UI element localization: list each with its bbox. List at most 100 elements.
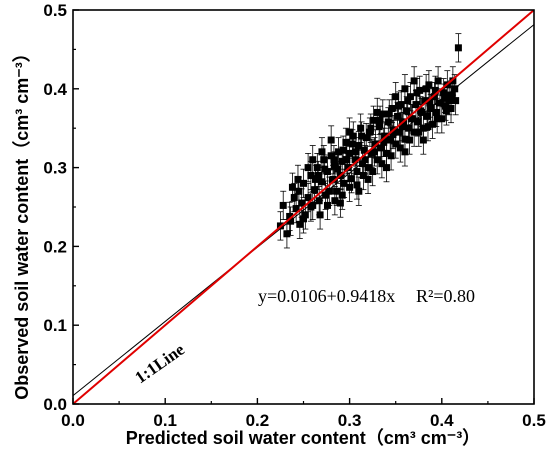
data-point (441, 94, 449, 102)
data-point (403, 107, 411, 115)
one-to-one-line (72, 9, 535, 405)
data-point (338, 157, 346, 165)
data-point (304, 194, 312, 202)
data-point (330, 156, 338, 164)
data-point (367, 124, 375, 132)
y-tick-label: 0.5 (43, 1, 67, 20)
data-point (331, 197, 339, 205)
data-point (279, 201, 287, 209)
data-point (413, 89, 421, 97)
data-point (300, 215, 307, 223)
data-point (395, 128, 403, 136)
data-point (361, 156, 369, 164)
data-point (359, 171, 367, 179)
data-point (406, 93, 414, 101)
data-point (301, 211, 309, 219)
data-point (379, 110, 387, 118)
x-axis-title: Predicted soil water content（cm³ cm⁻³） (126, 428, 481, 448)
data-point (287, 217, 295, 225)
data-point (447, 105, 455, 112)
data-point (352, 148, 360, 156)
data-point (392, 93, 400, 101)
data-point (335, 148, 343, 156)
data-point (288, 183, 296, 191)
data-point (410, 77, 418, 85)
data-point (329, 175, 337, 183)
data-point (401, 135, 409, 143)
data-point (348, 140, 356, 148)
data-point (398, 123, 406, 131)
data-point (369, 168, 377, 176)
r-squared-label: R²=0.80 (416, 286, 475, 306)
y-tick-label: 0.1 (43, 316, 67, 335)
data-point (373, 156, 381, 164)
data-point (441, 102, 449, 110)
data-point (325, 187, 333, 195)
axis-ticks: 0.0 0.1 0.2 0.3 0.4 0.5 0.0 0.1 0.2 0.3 0.4 0.5 (43, 1, 545, 430)
data-point (431, 86, 439, 94)
data-point (346, 149, 354, 157)
data-point (381, 132, 389, 140)
data-point (427, 105, 435, 112)
y-tick-label: 0.0 (43, 395, 67, 414)
data-point (387, 152, 395, 160)
x-tick-label: 0.0 (61, 411, 85, 430)
data-point (432, 108, 440, 116)
regression-equation: y=0.0106+0.9418x (258, 286, 395, 306)
data-point (401, 148, 409, 156)
data-point (338, 191, 346, 199)
data-point (371, 140, 379, 148)
data-point (373, 108, 381, 116)
data-point (346, 183, 354, 191)
x-tick-label: 0.2 (246, 411, 270, 430)
data-point (376, 116, 384, 124)
data-point (334, 165, 342, 173)
data-point (422, 85, 430, 93)
data-point (412, 101, 420, 109)
data-point (353, 168, 361, 176)
data-point (424, 123, 432, 131)
data-point (394, 102, 402, 110)
data-point (392, 140, 400, 148)
data-point (407, 115, 415, 123)
data-point (333, 187, 341, 195)
data-point (447, 91, 455, 99)
data-point (414, 118, 422, 126)
data-point (359, 160, 367, 168)
data-point (382, 164, 390, 172)
data-point (440, 89, 448, 97)
data-point (394, 112, 402, 120)
data-point (347, 175, 355, 183)
data-point (304, 164, 312, 172)
data-point (388, 105, 396, 112)
data-point (311, 186, 319, 194)
data-point (421, 97, 429, 105)
data-point (357, 124, 365, 132)
data-point (364, 164, 372, 172)
data-point (445, 97, 453, 105)
data-point (360, 146, 368, 154)
data-point (436, 99, 444, 107)
data-point (298, 199, 306, 207)
data-point (320, 156, 328, 164)
data-point (307, 203, 315, 211)
data-point (434, 77, 442, 85)
y-tick-label: 0.2 (43, 237, 67, 256)
data-point (419, 124, 427, 132)
data-point (296, 220, 304, 228)
data-point (344, 164, 352, 172)
x-tick-label: 0.3 (338, 411, 362, 430)
data-point (294, 175, 302, 183)
data-point (419, 136, 427, 144)
data-point (283, 230, 291, 238)
data-point (346, 128, 354, 136)
data-point (318, 178, 326, 186)
data-point (321, 165, 329, 173)
data-point (322, 191, 330, 199)
data-point (339, 146, 347, 154)
data-point (295, 187, 303, 195)
data-point (375, 123, 383, 131)
data-point (433, 115, 441, 123)
data-point (351, 156, 359, 164)
